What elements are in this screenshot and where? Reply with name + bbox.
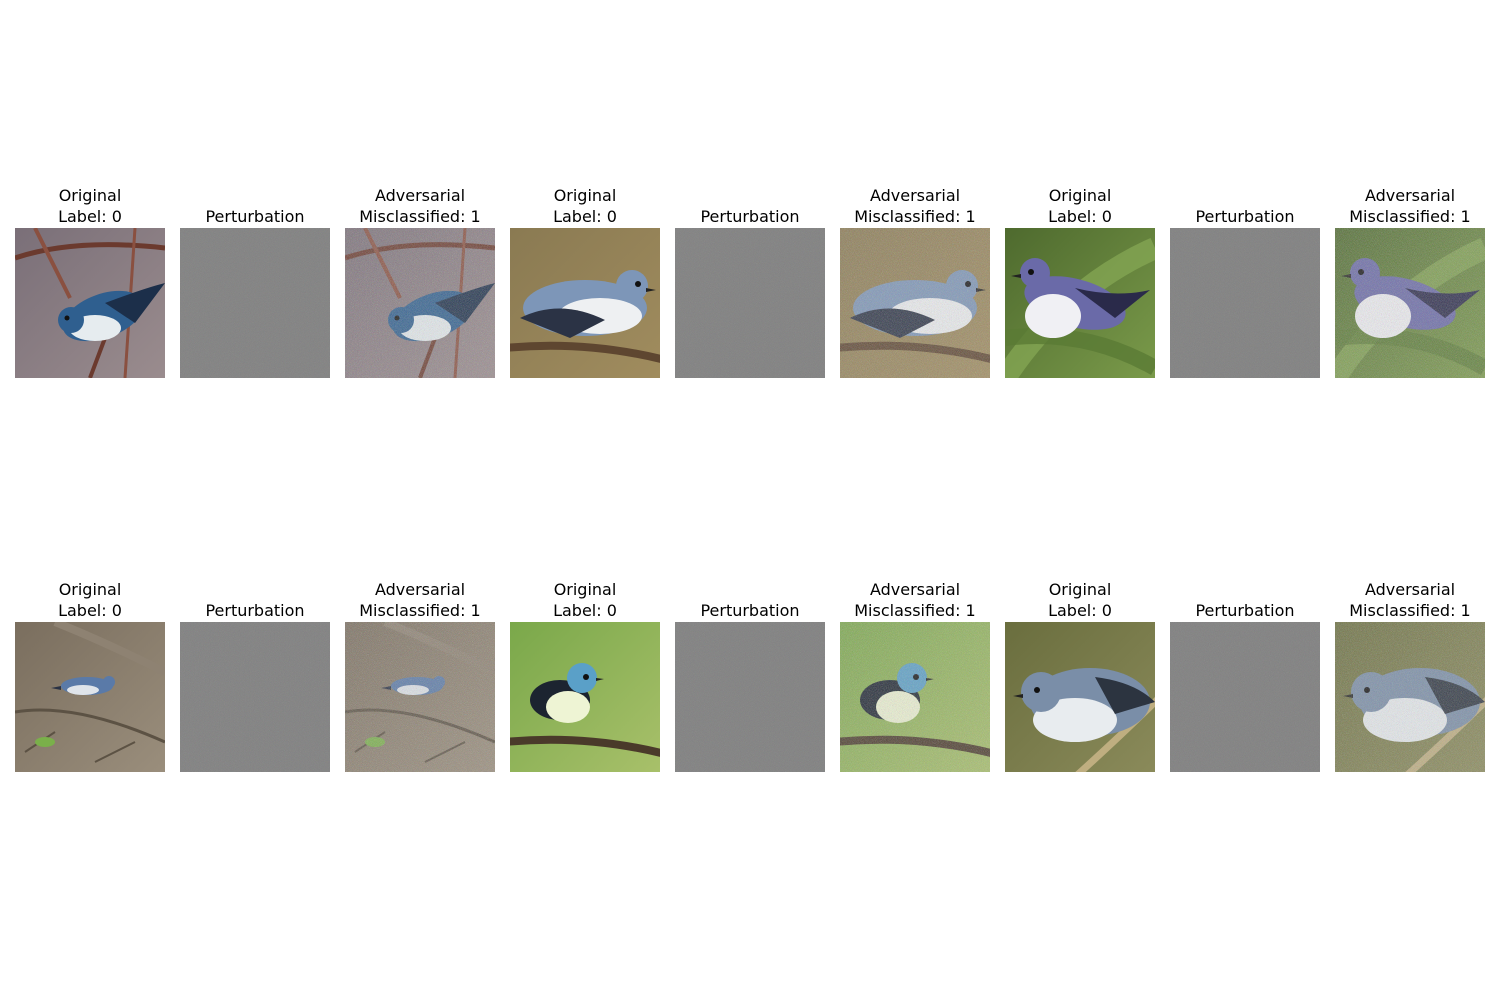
original-title-line: Original (553, 580, 617, 599)
misclassified-line: Misclassified: 1 (359, 601, 481, 620)
misclassified-line: Misclassified: 1 (854, 601, 976, 620)
adversarial-image (345, 622, 495, 772)
adversarial-title-line: Adversarial (1364, 580, 1456, 599)
original-title-line: Original (1048, 186, 1112, 205)
label-line: Label: 0 (1048, 207, 1112, 226)
misclassified-line: Misclassified: 1 (1349, 207, 1471, 226)
original-image (15, 622, 165, 772)
original-image (1005, 228, 1155, 378)
adversarial-title-line: Adversarial (869, 186, 961, 205)
perturbation-title: Perturbation (675, 206, 825, 227)
adversarial-title-line: Adversarial (1364, 186, 1456, 205)
adversarial-image (1335, 228, 1485, 378)
perturbation-title-line: Perturbation (700, 207, 800, 226)
label-line: Label: 0 (58, 601, 122, 620)
perturbation-image (1170, 228, 1320, 378)
adversarial-title-line: Adversarial (374, 186, 466, 205)
perturbation-title-line: Perturbation (1195, 207, 1295, 226)
adversarial-title: Adversarial Misclassified: 1 (1335, 579, 1485, 621)
perturbation-title-line: Perturbation (1195, 601, 1295, 620)
misclassified-line: Misclassified: 1 (854, 207, 976, 226)
adversarial-title: Adversarial Misclassified: 1 (345, 579, 495, 621)
original-image (510, 228, 660, 378)
adversarial-title: Adversarial Misclassified: 1 (1335, 185, 1485, 227)
original-image (15, 228, 165, 378)
original-image (1005, 622, 1155, 772)
perturbation-title: Perturbation (180, 206, 330, 227)
label-line: Label: 0 (58, 207, 122, 226)
adversarial-title-line: Adversarial (869, 580, 961, 599)
original-title: Original Label: 0 (510, 579, 660, 621)
misclassified-line: Misclassified: 1 (1349, 601, 1471, 620)
perturbation-image (1170, 622, 1320, 772)
perturbation-title: Perturbation (1170, 600, 1320, 621)
original-title: Original Label: 0 (1005, 579, 1155, 621)
perturbation-title-line: Perturbation (205, 601, 305, 620)
original-title-line: Original (1048, 580, 1112, 599)
original-title: Original Label: 0 (15, 185, 165, 227)
label-line: Label: 0 (553, 207, 617, 226)
perturbation-title-line: Perturbation (700, 601, 800, 620)
perturbation-title: Perturbation (1170, 206, 1320, 227)
original-image (510, 622, 660, 772)
adversarial-image (1335, 622, 1485, 772)
perturbation-image (675, 622, 825, 772)
adversarial-image (345, 228, 495, 378)
perturbation-image (675, 228, 825, 378)
original-title-line: Original (58, 186, 122, 205)
adversarial-image (840, 622, 990, 772)
label-line: Label: 0 (553, 601, 617, 620)
adversarial-title: Adversarial Misclassified: 1 (840, 185, 990, 227)
adversarial-image (840, 228, 990, 378)
label-line: Label: 0 (1048, 601, 1112, 620)
misclassified-line: Misclassified: 1 (359, 207, 481, 226)
perturbation-title: Perturbation (675, 600, 825, 621)
original-title: Original Label: 0 (510, 185, 660, 227)
perturbation-image (180, 622, 330, 772)
perturbation-image (180, 228, 330, 378)
original-title: Original Label: 0 (15, 579, 165, 621)
adversarial-title-line: Adversarial (374, 580, 466, 599)
perturbation-title-line: Perturbation (205, 207, 305, 226)
original-title-line: Original (553, 186, 617, 205)
adversarial-title: Adversarial Misclassified: 1 (840, 579, 990, 621)
adversarial-title: Adversarial Misclassified: 1 (345, 185, 495, 227)
original-title-line: Original (58, 580, 122, 599)
perturbation-title: Perturbation (180, 600, 330, 621)
original-title: Original Label: 0 (1005, 185, 1155, 227)
